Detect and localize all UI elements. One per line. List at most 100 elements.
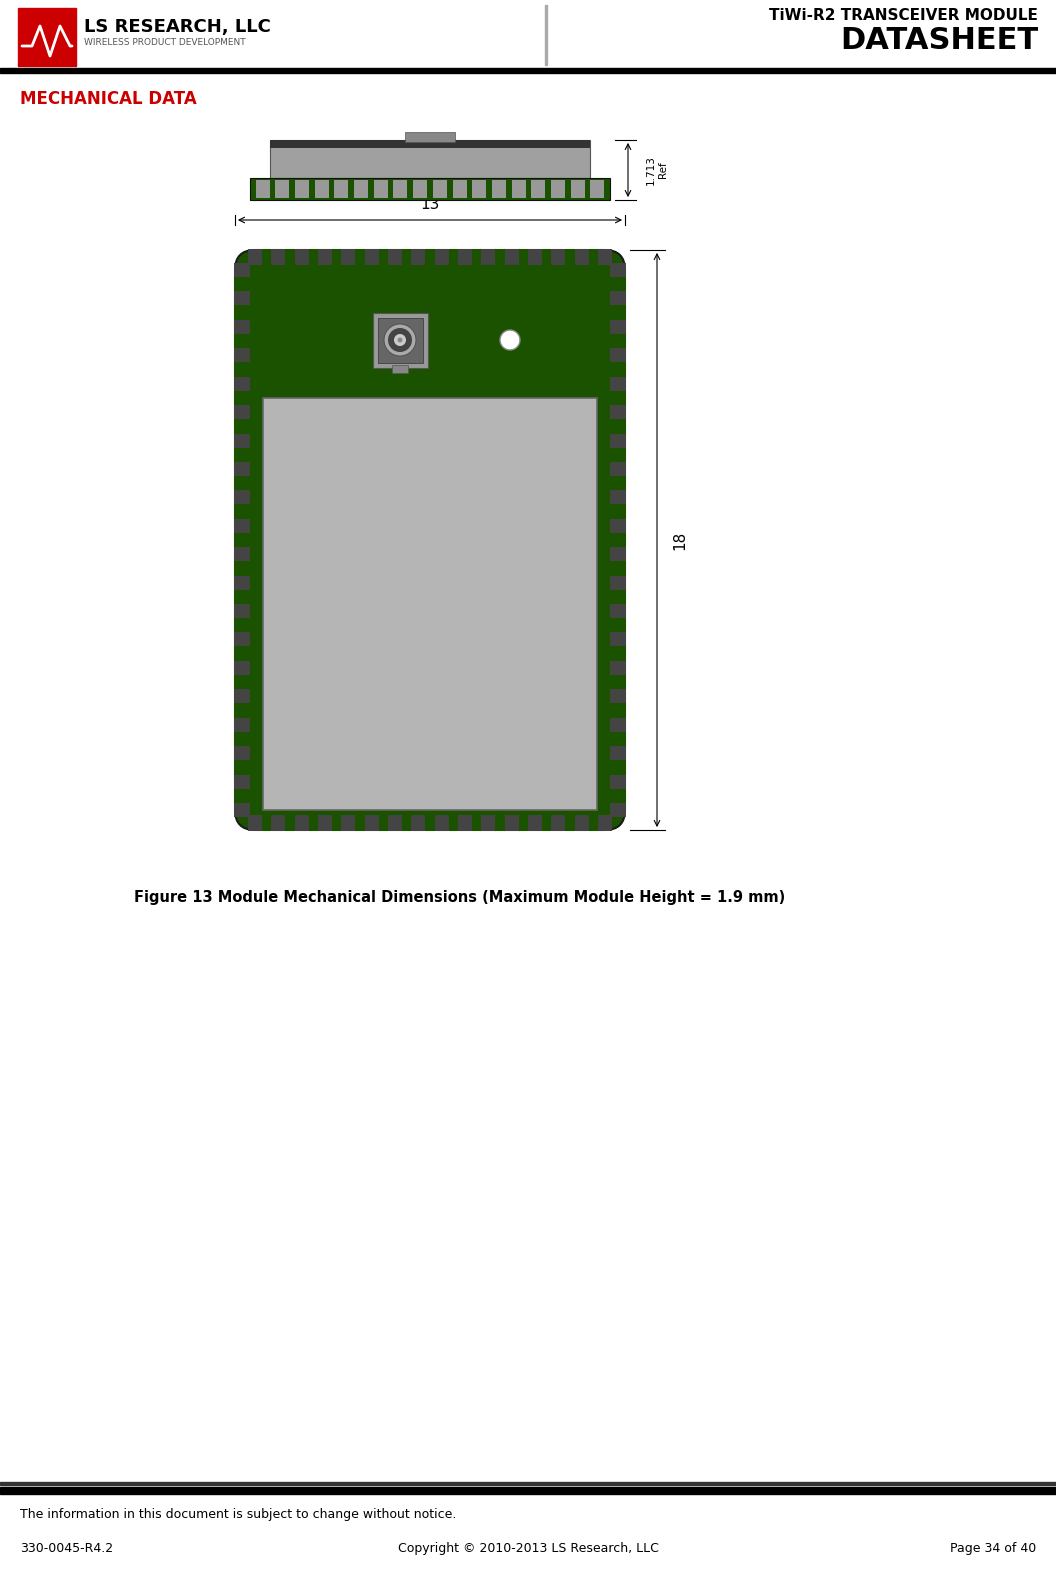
Bar — [453, 180, 467, 199]
Bar — [234, 675, 250, 689]
Bar — [234, 292, 250, 306]
Bar — [374, 180, 388, 199]
Bar — [551, 249, 565, 265]
Bar — [413, 180, 428, 199]
Bar — [379, 815, 388, 831]
Bar — [610, 433, 626, 448]
Bar — [263, 399, 597, 810]
Circle shape — [388, 328, 412, 351]
Bar — [610, 405, 626, 419]
Bar — [234, 377, 250, 391]
Bar — [234, 561, 250, 575]
Bar — [610, 804, 626, 816]
Text: Copyright © 2010-2013 LS Research, LLC: Copyright © 2010-2013 LS Research, LLC — [397, 1541, 659, 1556]
Bar — [355, 249, 364, 265]
Bar — [610, 362, 626, 377]
Bar — [542, 815, 551, 831]
Bar — [256, 180, 269, 199]
Bar — [610, 689, 626, 703]
Bar — [610, 448, 626, 462]
Bar — [610, 760, 626, 774]
Bar — [234, 405, 250, 419]
Bar — [234, 277, 250, 292]
Bar — [574, 815, 588, 831]
Bar — [270, 140, 590, 178]
Bar — [449, 249, 458, 265]
Bar — [388, 815, 402, 831]
Bar — [610, 675, 626, 689]
Bar — [610, 731, 626, 745]
Bar — [495, 815, 505, 831]
Bar — [250, 178, 610, 200]
Bar — [248, 249, 262, 265]
Bar — [610, 391, 626, 405]
Bar — [234, 760, 250, 774]
Bar — [18, 8, 76, 66]
Bar — [271, 249, 285, 265]
Bar — [285, 249, 295, 265]
Text: 1.713: 1.713 — [646, 154, 656, 184]
Bar — [610, 462, 626, 476]
Text: Ref: Ref — [658, 162, 668, 178]
Bar — [511, 180, 526, 199]
Bar — [426, 249, 435, 265]
Bar — [308, 249, 318, 265]
Bar — [262, 815, 271, 831]
Bar — [588, 249, 598, 265]
Bar — [234, 575, 250, 589]
Bar — [574, 249, 588, 265]
Bar — [495, 249, 505, 265]
Bar — [234, 362, 250, 377]
Bar — [355, 815, 364, 831]
Bar — [308, 815, 318, 831]
Bar — [234, 632, 250, 646]
Bar — [394, 180, 408, 199]
Bar — [435, 815, 449, 831]
Bar — [402, 249, 412, 265]
Text: TiWi-R2 TRANSCEIVER MODULE: TiWi-R2 TRANSCEIVER MODULE — [769, 8, 1038, 24]
Bar — [482, 815, 495, 831]
Bar — [234, 334, 250, 348]
Bar — [590, 180, 604, 199]
Bar — [545, 5, 547, 65]
Text: The information in this document is subject to change without notice.: The information in this document is subj… — [20, 1508, 456, 1521]
Bar — [341, 815, 355, 831]
Bar — [610, 419, 626, 433]
Bar — [531, 180, 545, 199]
Bar — [234, 618, 250, 632]
Bar — [234, 348, 250, 362]
Bar — [276, 180, 289, 199]
Bar — [449, 815, 458, 831]
Bar — [234, 263, 250, 277]
Bar — [610, 589, 626, 604]
Bar — [318, 815, 332, 831]
Bar — [234, 504, 250, 519]
FancyBboxPatch shape — [235, 251, 625, 831]
Bar — [433, 180, 447, 199]
Text: DATASHEET: DATASHEET — [840, 25, 1038, 55]
Bar — [295, 180, 309, 199]
Bar — [610, 618, 626, 632]
Circle shape — [499, 329, 520, 350]
Bar — [234, 320, 250, 334]
Circle shape — [397, 337, 402, 342]
Bar — [234, 804, 250, 816]
Bar — [565, 249, 574, 265]
Bar — [472, 249, 482, 265]
Bar — [610, 646, 626, 660]
Bar — [518, 249, 528, 265]
Bar — [610, 277, 626, 292]
Bar — [588, 815, 598, 831]
Bar — [402, 815, 412, 831]
Bar — [295, 815, 308, 831]
Bar — [505, 249, 518, 265]
Bar — [598, 815, 612, 831]
Bar — [234, 660, 250, 675]
Bar — [270, 140, 590, 148]
Bar — [234, 717, 250, 731]
Bar — [234, 703, 250, 717]
Bar — [610, 632, 626, 646]
Bar — [610, 504, 626, 519]
Bar — [492, 180, 506, 199]
Bar — [610, 263, 626, 277]
